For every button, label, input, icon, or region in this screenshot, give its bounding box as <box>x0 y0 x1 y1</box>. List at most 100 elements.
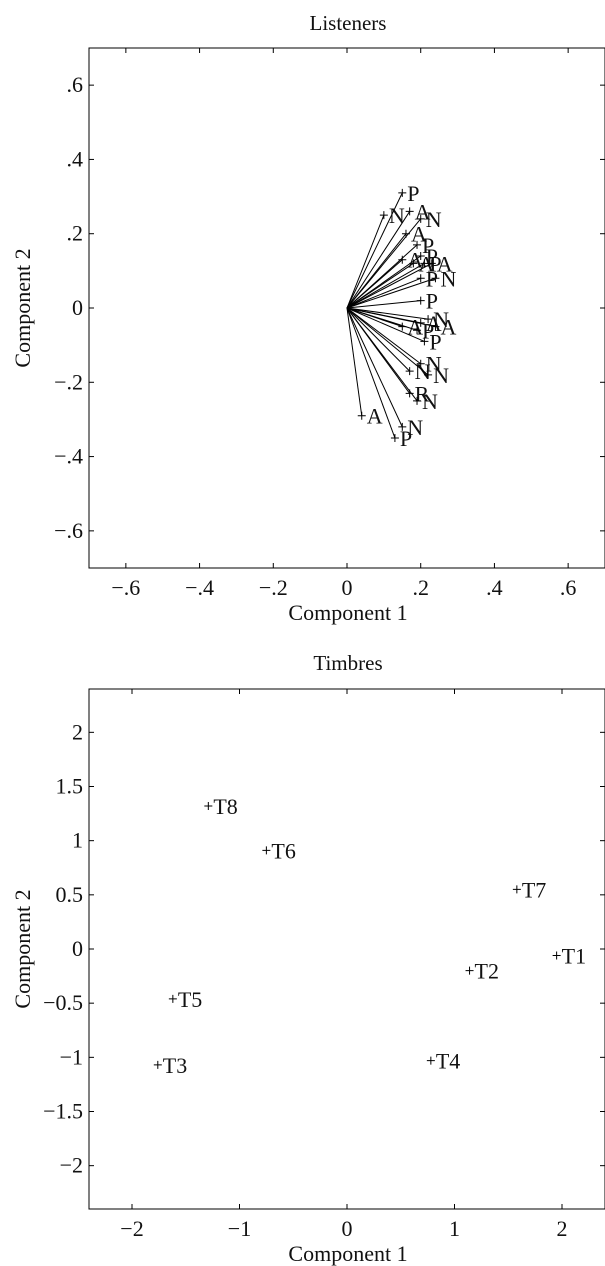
data-point <box>512 885 521 894</box>
y-tick-label: 2 <box>72 719 83 744</box>
point-label: N <box>389 203 405 228</box>
x-ticks: −2 −1 0 1 2 <box>120 689 568 1241</box>
point-label: P <box>422 233 434 258</box>
point-label: N <box>440 266 456 291</box>
vector-line <box>346 307 436 328</box>
data-point <box>416 296 425 305</box>
vector-line <box>346 262 433 309</box>
point-label: N <box>422 389 438 414</box>
data-point <box>405 367 414 376</box>
data-point <box>420 259 429 268</box>
data-point <box>413 396 422 405</box>
data-point <box>424 370 433 379</box>
x-tick-label: .4 <box>486 575 503 600</box>
point-label: T8 <box>213 794 237 819</box>
data-point <box>431 322 440 331</box>
data-point <box>426 1056 435 1065</box>
vector-line <box>346 307 418 402</box>
x-tick-label: 0 <box>342 575 353 600</box>
point-label: P <box>407 181 419 206</box>
point-label: T5 <box>178 987 202 1012</box>
x-tick-label: −2 <box>120 1216 143 1241</box>
y-tick-label: 1 <box>72 828 83 853</box>
y-tick-label: 0.5 <box>56 882 84 907</box>
point-label: A <box>437 251 453 276</box>
point-label: P <box>429 329 441 354</box>
data-point <box>416 252 425 260</box>
x-tick-label: .6 <box>560 575 577 600</box>
y-tick-label: .2 <box>67 221 84 246</box>
data-point <box>427 259 436 268</box>
y-tick-label: −0.5 <box>43 990 83 1015</box>
vector-line <box>346 259 403 309</box>
point-label: A <box>440 315 456 340</box>
point-label: P <box>426 244 438 269</box>
vector-line <box>346 307 411 372</box>
data-marks: T1 T2 T3 T4 T5 T6 T7 T8 <box>153 794 586 1078</box>
point-label: N <box>433 307 449 332</box>
x-tick-label: 2 <box>557 1216 568 1241</box>
point-label: T1 <box>562 944 586 969</box>
data-point <box>168 994 177 1003</box>
point-label: T4 <box>436 1049 460 1074</box>
point-label: A <box>367 404 383 429</box>
data-point <box>398 422 407 431</box>
vector-line <box>346 211 411 309</box>
point-label: P <box>422 318 434 343</box>
data-point <box>413 240 422 249</box>
x-tick-label: .2 <box>412 575 429 600</box>
data-point <box>405 207 414 216</box>
data-point <box>465 966 474 975</box>
data-point <box>401 229 410 238</box>
plot-frame <box>88 688 605 1210</box>
point-label: N <box>415 359 431 384</box>
timbres-panel: Timbres −2 −1 0 1 2 −2 −1.5 −1 −0.5 0 0.5 1 1.5 2 T1… <box>10 651 605 1266</box>
point-label: A <box>426 311 442 336</box>
point-label: T6 <box>271 838 295 863</box>
point-label: N <box>433 363 449 388</box>
point-label: T7 <box>522 877 546 902</box>
y-tick-label: −1.5 <box>43 1099 83 1124</box>
point-label: N <box>426 207 442 232</box>
vector-line <box>346 262 425 309</box>
x-tick-label: 1 <box>449 1216 460 1241</box>
vector-line <box>346 300 421 309</box>
y-ticks: −.6 −.4 −.2 0 .2 .4 .6 <box>54 72 605 543</box>
chart-title: Timbres <box>313 651 382 675</box>
y-tick-label: .4 <box>67 146 84 171</box>
x-tick-label: 0 <box>342 1216 353 1241</box>
data-point <box>416 274 425 283</box>
point-label: T3 <box>163 1053 187 1078</box>
data-marks: PNANAPPAAPANPPAANAPPNNNRNANP <box>346 181 456 451</box>
point-label: P <box>426 289 438 314</box>
vector-line <box>346 307 425 342</box>
data-point <box>398 188 407 197</box>
vector-line <box>346 307 429 320</box>
data-point <box>409 259 418 268</box>
vector-line <box>346 192 403 309</box>
data-point <box>357 411 366 420</box>
y-axis-label: Component 2 <box>10 889 35 1008</box>
data-point <box>379 211 388 220</box>
y-tick-label: −.4 <box>54 444 83 469</box>
data-point <box>413 326 422 335</box>
point-label: A <box>415 199 431 224</box>
x-ticks: −.6 −.4 −.2 0 .2 .4 .6 <box>111 48 576 600</box>
point-label: N <box>407 415 423 440</box>
x-axis-label: Component 1 <box>288 600 407 625</box>
data-point <box>398 255 407 264</box>
vector-line <box>346 307 422 365</box>
data-point <box>262 846 271 855</box>
x-tick-label: −.6 <box>111 575 140 600</box>
data-point <box>153 1060 162 1069</box>
vector-line <box>346 263 414 309</box>
point-label: R <box>415 381 430 406</box>
data-point <box>424 315 433 324</box>
y-tick-label: −.2 <box>54 369 83 394</box>
point-label: P <box>400 426 412 451</box>
vector-line <box>346 277 436 309</box>
data-point <box>390 434 399 442</box>
vector-line <box>346 307 429 376</box>
data-point <box>416 359 425 368</box>
